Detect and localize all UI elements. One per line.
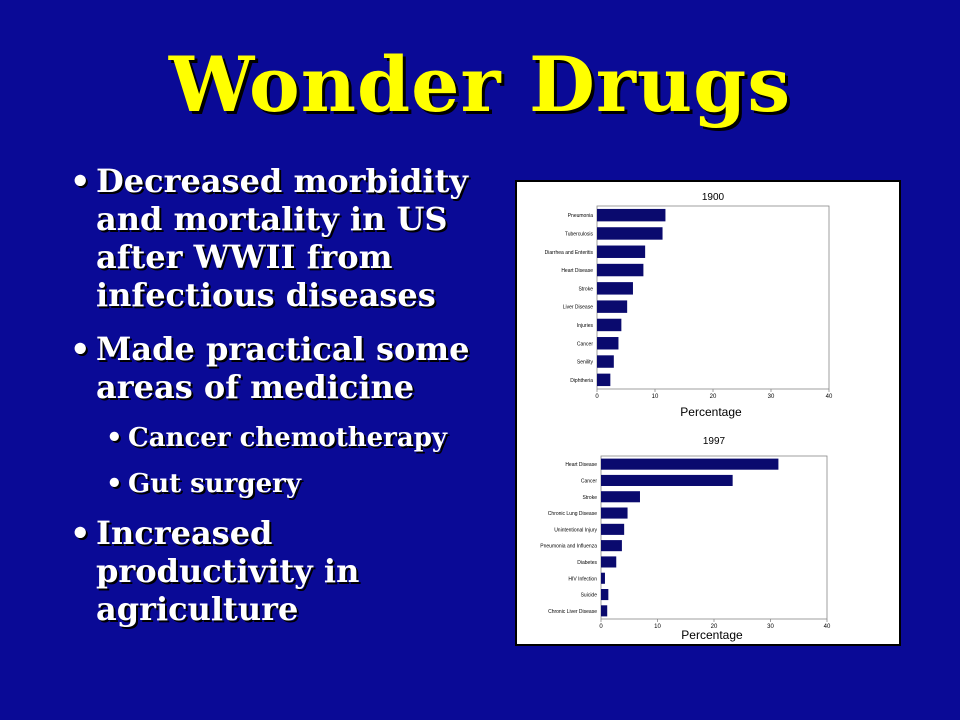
bar: [601, 605, 608, 617]
x-tick-label: 10: [654, 624, 661, 630]
bar: [597, 282, 633, 295]
bullet-dot-icon: •: [70, 162, 91, 200]
category-label: Pneumonia: [568, 213, 594, 219]
sub-bullet-text: Cancer chemotherapy: [128, 423, 447, 453]
bullet-list: • Decreased morbidity and mortality in U…: [70, 162, 500, 644]
category-label: Diabetes: [577, 560, 597, 566]
category-label: Diarrhea and Enteritis: [545, 250, 594, 256]
bullet-text: Decreased morbidity and mortality in US …: [96, 162, 468, 314]
category-label: Stroke: [583, 495, 598, 501]
x-tick-label: 40: [826, 394, 833, 400]
slide-title: Wonder Drugs: [168, 40, 792, 129]
chart-title: 1900: [702, 192, 725, 203]
bar: [601, 540, 622, 552]
bullet-dot-icon: •: [70, 514, 91, 552]
bullet-item: • Increased productivity in agriculture: [70, 514, 500, 628]
category-label: Cancer: [581, 478, 597, 484]
bar: [597, 245, 646, 258]
category-label: Pneumonia and Influenza: [540, 544, 597, 550]
sub-bullet-item: • Cancer chemotherapy: [106, 422, 500, 454]
category-label: Senility: [577, 360, 594, 366]
chart-title: 1997: [703, 436, 726, 447]
bar: [597, 300, 628, 313]
x-tick-label: 20: [711, 624, 718, 630]
bullet-dot-icon: •: [106, 423, 123, 453]
x-tick-label: 10: [652, 394, 659, 400]
category-label: Chronic Liver Disease: [548, 609, 597, 615]
bar: [597, 373, 611, 387]
bar: [597, 318, 622, 332]
sub-bullet-text: Gut surgery: [128, 469, 301, 499]
bar: [597, 263, 644, 277]
bullet-text: Made practical some areas of medicine: [96, 330, 470, 406]
bar: [601, 491, 640, 503]
bullet-item: • Decreased morbidity and mortality in U…: [70, 162, 500, 314]
category-label: HIV Infection: [568, 576, 597, 582]
bar: [597, 227, 663, 240]
category-label: Cancer: [577, 341, 593, 347]
category-label: Stroke: [579, 286, 594, 292]
sub-bullet-item: • Gut surgery: [106, 468, 500, 500]
bar: [597, 337, 619, 350]
chart-panel: 1900 Pneumonia Tuberculosis Diarrhea and En…: [515, 180, 901, 646]
category-label: Suicide: [581, 593, 598, 599]
x-tick-label: 0: [599, 624, 603, 630]
x-axis-label: Percentage: [680, 405, 742, 419]
bar: [601, 572, 605, 584]
bar: [601, 523, 625, 535]
category-label: Diphtheria: [570, 378, 593, 384]
bar: [601, 507, 628, 519]
x-tick-label: 30: [767, 624, 774, 630]
bar: [601, 589, 609, 601]
bullet-item: • Made practical some areas of medicine: [70, 330, 500, 406]
bullet-text: Increased productivity in agriculture: [96, 514, 360, 628]
x-tick-label: 30: [768, 394, 775, 400]
category-label: Chronic Lung Disease: [548, 511, 597, 517]
x-axis-label: Percentage: [681, 628, 743, 642]
bar: [597, 208, 666, 222]
category-label: Liver Disease: [563, 305, 594, 311]
charts-svg: 1900 Pneumonia Tuberculosis Diarrhea and En…: [540, 192, 833, 642]
x-tick-label: 20: [710, 394, 717, 400]
category-label: Injuries: [577, 323, 594, 329]
bar: [601, 458, 779, 470]
bar: [601, 556, 617, 568]
x-tick-label: 0: [595, 394, 599, 400]
bar: [601, 474, 733, 486]
category-label: Unintentional Injury: [554, 527, 597, 533]
category-label: Heart Disease: [565, 462, 597, 468]
x-tick-label: 40: [824, 624, 831, 630]
category-label: Tuberculosis: [565, 231, 594, 237]
category-label: Heart Disease: [561, 268, 593, 274]
bullet-dot-icon: •: [70, 330, 91, 368]
bar: [597, 355, 614, 368]
bullet-dot-icon: •: [106, 469, 123, 499]
